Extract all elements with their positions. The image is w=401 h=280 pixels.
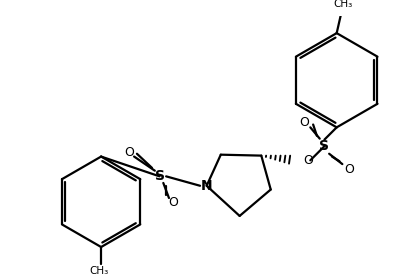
Text: S: S [319,139,329,153]
Text: O: O [168,196,178,209]
Text: CH₃: CH₃ [333,0,352,9]
Text: O: O [298,116,308,129]
Text: O: O [303,154,313,167]
Text: N: N [200,179,212,193]
Text: O: O [124,146,134,159]
Text: O: O [343,163,353,176]
Text: CH₃: CH₃ [89,266,109,276]
Text: S: S [154,169,164,183]
